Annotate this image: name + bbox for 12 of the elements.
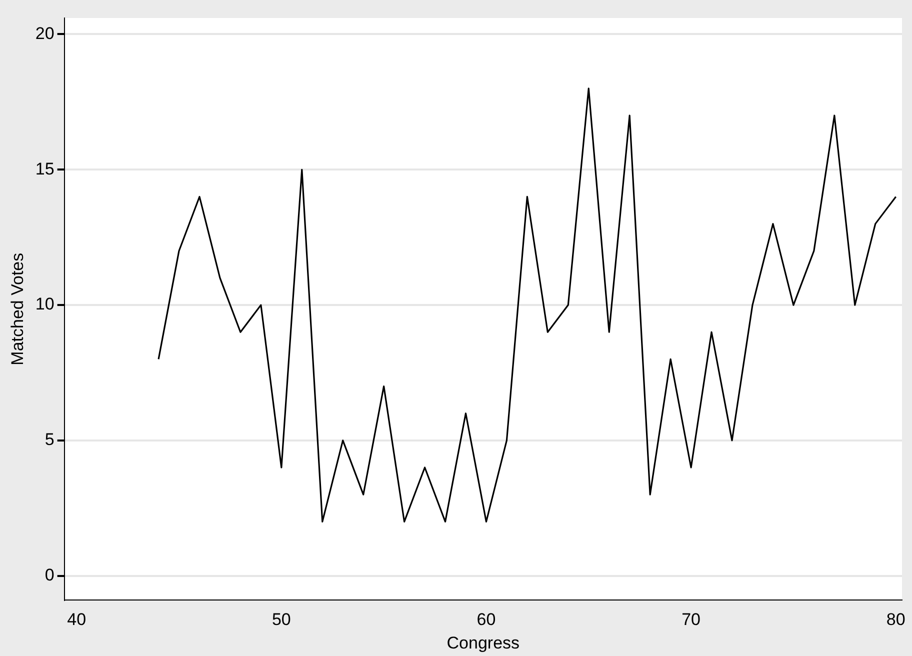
x-tick-label: 70 <box>682 610 700 630</box>
x-axis-title: Congress <box>446 633 520 652</box>
y-tick-label: 0 <box>44 566 54 585</box>
y-tick-label: 20 <box>35 24 54 43</box>
x-tick-label: 60 <box>476 610 496 630</box>
y-tick-label: 10 <box>35 294 54 314</box>
x-tick-label: 50 <box>272 610 291 630</box>
x-tick-label: 80 <box>886 610 906 630</box>
y-tick-label: 5 <box>44 430 54 450</box>
x-tick-label: 40 <box>67 610 86 630</box>
y-axis-title: Matched Votes <box>8 252 27 366</box>
y-tick-label: 15 <box>35 159 54 178</box>
